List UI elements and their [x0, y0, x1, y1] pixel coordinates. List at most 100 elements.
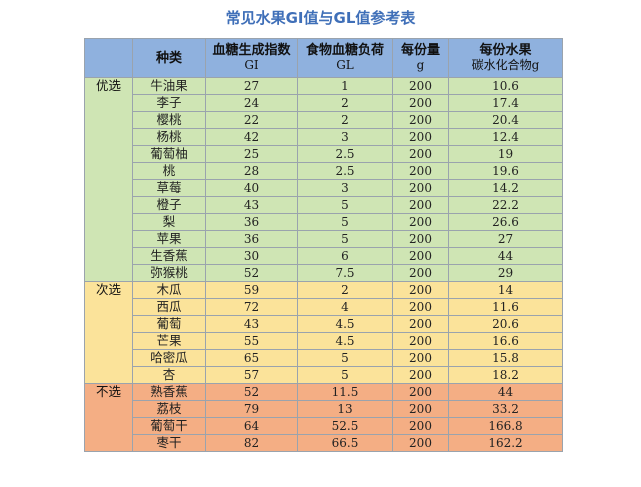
serving-value: 200	[392, 111, 449, 129]
table-row: 优选 牛油果 27 1 200 10.6	[84, 77, 563, 282]
gi-value: 28	[205, 162, 298, 180]
carb-value: 19.6	[448, 162, 563, 180]
gi-value: 82	[205, 434, 298, 452]
fruit-name: 牛油果	[132, 77, 206, 95]
gi-value: 65	[205, 349, 298, 367]
gi-value: 36	[205, 230, 298, 248]
header-gl-label: 食物血糖负荷	[305, 43, 384, 58]
header-row: 种类 血糖生成指数 GI 食物血糖负荷 GL 每份量 g 每份水果 碳水化合物g	[84, 38, 563, 78]
serving-value: 200	[392, 400, 449, 418]
gl-value: 3	[297, 128, 393, 146]
gl-value: 2	[297, 94, 393, 112]
serving-value: 200	[392, 230, 449, 248]
fruit-name: 樱桃	[132, 111, 206, 129]
table-row: 桃 28 2.5 200 19.6	[85, 162, 563, 180]
header-carb-label: 每份水果	[479, 43, 532, 58]
gi-value: 57	[205, 366, 298, 384]
serving-value: 200	[392, 77, 449, 95]
gl-value: 2.5	[297, 162, 393, 180]
fruit-name: 李子	[132, 94, 206, 112]
fruit-name: 枣干	[132, 434, 206, 452]
serving-value: 200	[392, 315, 449, 333]
gl-value: 4.5	[297, 332, 393, 350]
serving-value: 200	[392, 162, 449, 180]
gl-value: 5	[297, 366, 393, 384]
carb-value: 18.2	[448, 366, 563, 384]
header-gl-unit: GL	[336, 58, 354, 72]
serving-value: 200	[392, 349, 449, 367]
table-row: 梨 36 5 200 26.6	[85, 213, 563, 231]
carb-value: 17.4	[448, 94, 563, 112]
serving-value: 200	[392, 196, 449, 214]
group-label-mid: 次选	[84, 281, 133, 384]
header-serving-unit: g	[416, 58, 425, 72]
header-gl: 食物血糖负荷 GL	[297, 38, 393, 78]
fruit-name: 杨桃	[132, 128, 206, 146]
gi-value: 30	[205, 247, 298, 265]
table-row: 不选 熟香蕉 52 11.5 200 44	[84, 383, 563, 452]
fruit-name: 桃	[132, 162, 206, 180]
table-row: 草莓 40 3 200 14.2	[85, 179, 563, 197]
gl-value: 2	[297, 111, 393, 129]
group-label-good: 优选	[84, 77, 133, 282]
carb-value: 12.4	[448, 128, 563, 146]
serving-value: 200	[392, 145, 449, 163]
table-row: 芒果 55 4.5 200 16.6	[85, 332, 563, 350]
serving-value: 200	[392, 179, 449, 197]
serving-value: 200	[392, 94, 449, 112]
header-carb: 每份水果 碳水化合物g	[448, 38, 563, 78]
fruit-name: 熟香蕉	[132, 383, 206, 401]
table-row: 哈密瓜 65 5 200 15.8	[85, 349, 563, 367]
gi-value: 59	[205, 281, 298, 299]
carb-value: 11.6	[448, 298, 563, 316]
serving-value: 200	[392, 417, 449, 435]
gi-value: 55	[205, 332, 298, 350]
serving-value: 200	[392, 247, 449, 265]
table-row: 弥猴桃 52 7.5 200 29	[85, 264, 563, 282]
serving-value: 200	[392, 298, 449, 316]
fruit-name: 木瓜	[132, 281, 206, 299]
serving-value: 200	[392, 264, 449, 282]
serving-value: 200	[392, 332, 449, 350]
gl-value: 5	[297, 230, 393, 248]
carb-value: 26.6	[448, 213, 563, 231]
gi-gl-table: 种类 血糖生成指数 GI 食物血糖负荷 GL 每份量 g 每份水果 碳水化合物g 优选牛…	[84, 38, 563, 452]
gi-value: 42	[205, 128, 298, 146]
gl-value: 66.5	[297, 434, 393, 452]
header-serving-label: 每份量	[400, 43, 440, 58]
header-gi-label: 血糖生成指数	[212, 43, 291, 58]
serving-value: 200	[392, 213, 449, 231]
fruit-name: 西瓜	[132, 298, 206, 316]
table-title: 常见水果GI值与GL值参考表	[225, 9, 416, 27]
gl-value: 1	[297, 77, 393, 95]
carb-value: 162.2	[448, 434, 563, 452]
gi-value: 36	[205, 213, 298, 231]
fruit-name: 芒果	[132, 332, 206, 350]
gi-value: 40	[205, 179, 298, 197]
table-row: 荔枝 79 13 200 33.2	[85, 400, 563, 418]
fruit-name: 荔枝	[132, 400, 206, 418]
gi-value: 52	[205, 383, 298, 401]
gl-value: 13	[297, 400, 393, 418]
gl-value: 5	[297, 213, 393, 231]
table-row: 生香蕉 30 6 200 44	[85, 247, 563, 265]
gi-value: 24	[205, 94, 298, 112]
table-row: 葡萄柚 25 2.5 200 19	[85, 145, 563, 163]
fruit-name: 苹果	[132, 230, 206, 248]
carb-value: 10.6	[448, 77, 563, 95]
header-serving: 每份量 g	[392, 38, 449, 78]
header-carb-unit: 碳水化合物g	[471, 58, 540, 72]
fruit-name: 橙子	[132, 196, 206, 214]
gi-value: 25	[205, 145, 298, 163]
gi-value: 22	[205, 111, 298, 129]
fruit-name: 生香蕉	[132, 247, 206, 265]
gl-value: 11.5	[297, 383, 393, 401]
header-gi-unit: GI	[244, 58, 259, 72]
header-gi: 血糖生成指数 GI	[205, 38, 298, 78]
carb-value: 19	[448, 145, 563, 163]
fruit-name: 梨	[132, 213, 206, 231]
table-row: 橙子 43 5 200 22.2	[85, 196, 563, 214]
header-name-label: 种类	[155, 50, 182, 66]
carb-value: 33.2	[448, 400, 563, 418]
gl-value: 4.5	[297, 315, 393, 333]
